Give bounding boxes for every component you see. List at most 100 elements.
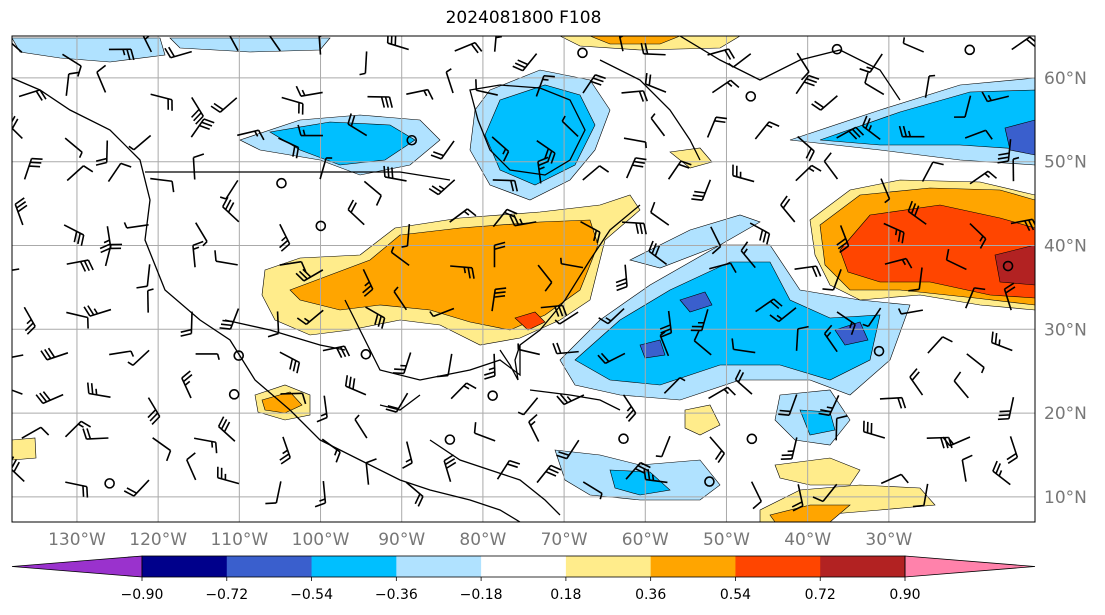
coast-greenland [679, 36, 901, 101]
wind-barb [216, 466, 240, 485]
wind-barb [390, 246, 410, 266]
longitude-tick-label: 30°W [865, 530, 912, 550]
wind-barb [473, 422, 496, 442]
wind-barb [14, 197, 28, 226]
wind-barb [385, 392, 409, 413]
wind-barb [405, 481, 424, 507]
wind-barb [907, 200, 927, 225]
wind-barb [755, 298, 783, 313]
wind-barb [360, 349, 372, 360]
wind-barb [836, 225, 850, 254]
calm-circle [746, 433, 758, 445]
calm-circle [618, 433, 629, 445]
wind-barb [964, 129, 993, 140]
wind-barb [104, 478, 115, 489]
graticule [12, 36, 1035, 522]
border-us-mexico [224, 319, 346, 351]
wind-barb [65, 481, 89, 498]
wind-barb [708, 386, 736, 400]
wind-barb [186, 452, 197, 481]
wind-barb [278, 137, 300, 159]
wind-barb [1003, 282, 1016, 311]
wind-barb [280, 392, 307, 405]
wind-barb [640, 42, 666, 56]
wind-barb [582, 165, 610, 181]
wind-barb [1006, 436, 1019, 465]
wind-barb [797, 135, 815, 162]
wind-barb [142, 36, 153, 53]
wind-barb [659, 331, 670, 357]
wind-barb [192, 240, 204, 268]
wind-barb [731, 338, 756, 354]
wind-barb [749, 222, 771, 245]
wind-barb [295, 85, 323, 97]
wind-barb [219, 179, 239, 200]
wind-barb [909, 368, 924, 396]
wind-barb [732, 164, 755, 183]
wind-barb [437, 353, 453, 378]
wind-barb [750, 481, 763, 510]
latitude-tick-label: 20°N [1044, 404, 1087, 424]
longitude-tick-label: 90°W [378, 530, 425, 550]
wind-barb [598, 307, 625, 325]
wind-barb [147, 397, 161, 425]
wind-barb [150, 177, 175, 193]
wind-barb [997, 139, 1012, 164]
wind-barb [795, 164, 822, 182]
wind-barb [621, 90, 649, 102]
blue-region-north-top2 [169, 37, 331, 53]
wind-barb [450, 265, 475, 279]
wind-barb [496, 459, 521, 480]
longitude-tick-label: 50°W [703, 530, 750, 550]
wind-barb [1002, 260, 1014, 272]
colorbar-tick-label: −0.72 [205, 587, 248, 603]
calm-circle [577, 47, 588, 59]
wind-barb [818, 395, 840, 417]
wind-barb [315, 220, 327, 232]
wind-barb [964, 44, 976, 56]
calm-circle [873, 345, 885, 357]
wind-barb [12, 113, 23, 139]
wind-barb [822, 269, 842, 291]
wind-barb [344, 375, 367, 396]
wind-barb [449, 208, 477, 223]
wind-barb [319, 157, 333, 180]
blue-region-atlantic-north-deep [1004, 119, 1035, 156]
wind-barb [152, 437, 172, 462]
wind-barb [127, 349, 150, 366]
wind-barb [233, 350, 245, 361]
wind-barb [650, 201, 670, 226]
wind-barb [897, 308, 924, 315]
wind-barb [580, 220, 601, 244]
wind-barb [552, 342, 579, 355]
wind-barb [66, 259, 94, 272]
wind-barb [428, 179, 456, 196]
wind-barb [966, 353, 985, 374]
wind-barb [912, 483, 929, 508]
wind-barb [181, 370, 193, 399]
latitude-tick-label: 50°N [1044, 153, 1087, 173]
wind-barb [707, 48, 736, 60]
wind-barb [778, 394, 798, 416]
wind-barb [648, 240, 668, 266]
wind-barb [454, 41, 483, 54]
wind-barb [406, 88, 434, 100]
colorbar-tick-label: 0.72 [805, 587, 836, 603]
coast-north-america-west [12, 77, 521, 522]
wind-barb [618, 36, 625, 52]
wind-barb [65, 71, 80, 96]
wind-barb [96, 64, 107, 93]
map-panel: 130°W 120°W 110°W 100°W 90°W 80°W 70°W 60°W 50°W… [11, 35, 1087, 550]
wind-barb [997, 397, 1015, 421]
longitude-tick-label: 100°W [292, 530, 350, 550]
wind-barb [214, 250, 238, 266]
wind-barb [386, 36, 409, 51]
wind-barb [192, 153, 205, 180]
wind-barb [321, 438, 341, 463]
wind-barb [924, 74, 936, 98]
longitude-tick-label: 60°W [622, 530, 669, 550]
wind-barb [864, 72, 885, 96]
wind-barb [811, 95, 838, 111]
wind-barb [492, 208, 518, 228]
wind-barb [945, 248, 967, 271]
